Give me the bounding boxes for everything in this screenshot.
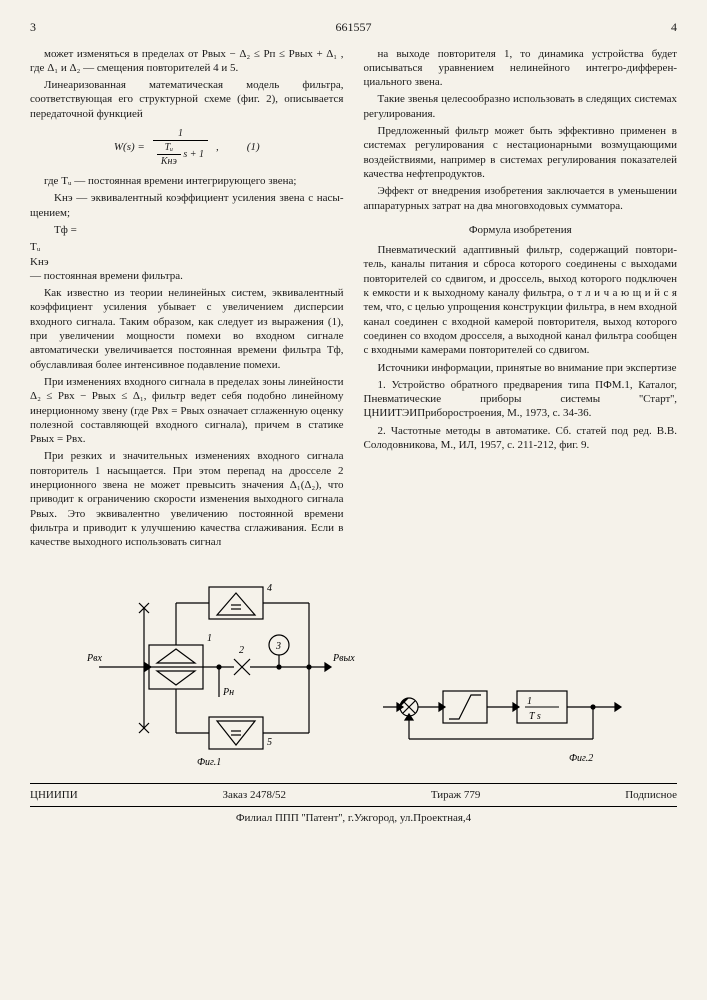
formula-lhs: W(s) =	[114, 140, 145, 154]
left-column: может изменять­ся в пределах от Pвых − Δ…	[30, 44, 344, 553]
para: Эффект от внедрения изобретения заключае…	[364, 184, 678, 213]
fig2-den: T s	[529, 711, 541, 722]
footer-sub: Подписное	[625, 788, 677, 802]
fig1-pvyh: Pвых	[332, 653, 355, 664]
text-columns: может изменять­ся в пределах от Pвых − Δ…	[30, 44, 677, 553]
patent-number: 661557	[336, 20, 372, 34]
page-num-right: 4	[671, 20, 677, 36]
para: Предложенный фильтр может быть эффективн…	[364, 124, 678, 181]
footer-address: Филиал ППП ''Патент'', г.Ужгород, ул.Про…	[30, 807, 677, 829]
para: на выходе повторителя 1, то динамика уст…	[364, 47, 678, 90]
fig1-n2: 2	[239, 645, 244, 656]
right-column: на выходе повторителя 1, то динамика уст…	[364, 44, 678, 553]
fig1-label: Фиг.1	[197, 757, 221, 767]
ref-item: 2. Частотные методы в автоматике. Сб. ст…	[364, 424, 678, 453]
refs-title: Источники информации, принятые во вниман…	[364, 361, 678, 375]
fig1-pn: Pн	[222, 687, 234, 698]
para: При изменениях входного сигнала в предел…	[30, 375, 344, 446]
para: где Tᵤ — постоянная времени интег­рирующ…	[30, 174, 344, 188]
formula-1: W(s) = 1 Tᵤ Kнэ s + 1 , (1)	[30, 127, 344, 168]
para: Такие звенья целесообразно исполь­зовать…	[364, 92, 678, 121]
para: При резких и значительных измене­ниях вх…	[30, 449, 344, 549]
figure-2: 1 T s Фиг.2	[379, 677, 629, 767]
page-num-left: 3	[30, 20, 36, 36]
footer-order: Заказ 2478/52	[222, 788, 286, 802]
fig2-num: 1	[527, 696, 532, 707]
para: Tф =	[30, 223, 344, 237]
para: Kнэ — эквивалентный коэффи­циент усилени…	[30, 191, 344, 220]
eq-number: (1)	[247, 140, 260, 154]
fig1-n1: 1	[207, 633, 212, 644]
fig1-pvx: Pвх	[86, 653, 102, 664]
fig2-svg: 1 T s Фиг.2	[379, 677, 629, 767]
figures-row: Pвх Pвых Pн 1 2 3 4 5 Фиг.1	[30, 567, 677, 767]
claim-title: Формула изобретения	[364, 223, 678, 237]
fig1-n5: 5	[267, 737, 272, 748]
footer-tirage: Тираж 779	[431, 788, 481, 802]
footer: ЦНИИПИ Заказ 2478/52 Тираж 779 Подписное…	[30, 783, 677, 830]
footer-org: ЦНИИПИ	[30, 788, 78, 802]
para: Линеаризованная математическая мо­дель ф…	[30, 78, 344, 121]
fig2-label: Фиг.2	[569, 753, 593, 764]
para: Как известно из теории нелинейных систем…	[30, 286, 344, 372]
figure-1: Pвх Pвых Pн 1 2 3 4 5 Фиг.1	[79, 567, 359, 767]
fig1-n3: 3	[275, 641, 281, 652]
fig1-n4: 4	[267, 583, 272, 594]
fig1-svg: Pвх Pвых Pн 1 2 3 4 5 Фиг.1	[79, 567, 359, 767]
para: может изменять­ся в пределах от Pвых − Δ…	[30, 47, 344, 76]
para: Пневматический адаптивный фильтр, содерж…	[364, 243, 678, 357]
ref-item: 1. Устройство обратного предваре­ния тип…	[364, 378, 678, 421]
formula-frac: 1 Tᵤ Kнэ s + 1	[153, 127, 208, 168]
